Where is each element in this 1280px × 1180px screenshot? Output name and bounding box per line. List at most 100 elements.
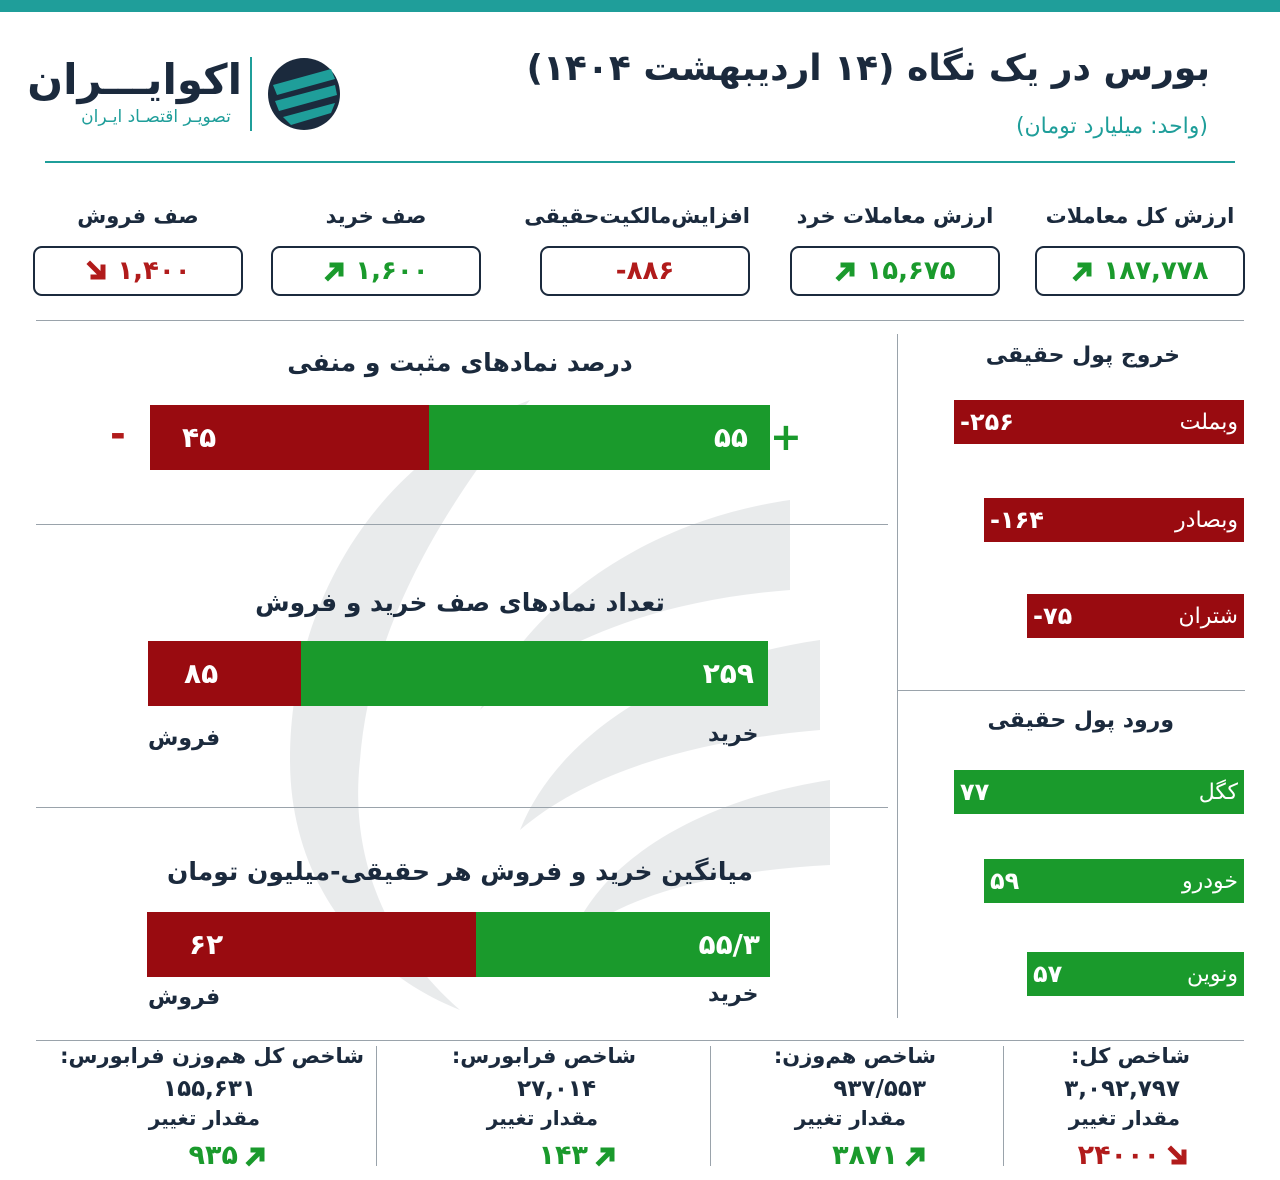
index-equal-weight: شاخص هم‌وزن: ۹۳۷/۵۵۳ مقدار تغییر ۳۸۷۱ bbox=[720, 1040, 936, 1180]
outflow-symbol: وبصادر bbox=[1175, 507, 1238, 533]
stat-box: -۸۸۶ bbox=[540, 246, 750, 296]
outflow-value: -۱۶۴ bbox=[990, 506, 1044, 534]
buy-label: خرید bbox=[708, 982, 759, 1007]
index-change-value: ۱۴۳ bbox=[538, 1140, 588, 1171]
sell-queue-count: ۸۵ bbox=[184, 657, 219, 690]
stat-box: ۱,۴۰۰ bbox=[33, 246, 243, 296]
index-farabourse: شاخص فرابورس: ۲۷,۰۱۴ مقدار تغییر ۱۴۳ bbox=[400, 1040, 636, 1180]
index-farabourse-equal-weight: شاخص کل هم‌وزن فرابورس: ۱۵۵,۶۳۱ مقدار تغ… bbox=[60, 1040, 364, 1180]
sell-label: فروش bbox=[148, 726, 221, 751]
inflow-value: ۵۷ bbox=[1033, 960, 1063, 988]
section-title-avg: میانگین خرید و فروش هر حقیقی-میلیون توما… bbox=[167, 857, 753, 886]
top-accent-bar bbox=[0, 0, 1280, 12]
stat-box: ۱,۶۰۰ bbox=[271, 246, 481, 296]
divider bbox=[36, 320, 1244, 321]
divider bbox=[36, 524, 888, 525]
divider bbox=[1003, 1046, 1004, 1166]
stat-value: ۱۵,۶۷۵ bbox=[866, 256, 956, 286]
outflow-item: -۱۶۴ وبصادر bbox=[984, 498, 1244, 542]
index-value: ۱۵۵,۶۳۱ bbox=[163, 1076, 256, 1102]
divider bbox=[36, 1040, 1244, 1041]
arrow-up-icon bbox=[245, 1146, 265, 1167]
index-change: ۳۸۷۱ bbox=[832, 1140, 928, 1171]
pos-neg-bar: ۴۵ ۵۵ bbox=[150, 405, 770, 470]
stat-value: -۸۸۶ bbox=[615, 256, 675, 286]
inflow-item: ۵۹ خودرو bbox=[984, 859, 1244, 903]
index-change: ۲۴۰۰۰ bbox=[1078, 1140, 1190, 1171]
logo-separator bbox=[250, 57, 252, 131]
positive-segment: ۵۵ bbox=[429, 405, 770, 470]
arrow-up-icon bbox=[324, 262, 344, 282]
plus-sign: + bbox=[770, 415, 802, 459]
unit-note: (واحد: میلیارد تومان) bbox=[1015, 114, 1208, 139]
index-total: شاخص کل: ۳,۰۹۲,۷۹۷ مقدار تغییر ۲۴۰۰۰ bbox=[1010, 1040, 1190, 1180]
stat-value: ۱,۴۰۰ bbox=[117, 256, 191, 286]
inflow-item: ۵۷ ونوین bbox=[1027, 952, 1244, 996]
stat-ownership-change: افزایش‌مالکیت‌حقیقی -۸۸۶ bbox=[524, 200, 750, 300]
buy-segment: ۲۵۹ bbox=[301, 641, 768, 706]
divider bbox=[897, 334, 898, 1018]
index-value: ۳,۰۹۲,۷۹۷ bbox=[1064, 1076, 1180, 1102]
stat-label: ارزش کل معاملات bbox=[1045, 204, 1235, 228]
avg-bar: ۶۲ ۵۵/۳ bbox=[147, 912, 770, 977]
logo-name: اکوایـــران bbox=[27, 55, 242, 104]
stat-value: ۱۸۷,۷۷۸ bbox=[1103, 256, 1209, 286]
stat-total-value: ارزش کل معاملات ۱۸۷,۷۷۸ bbox=[1035, 200, 1245, 300]
index-title: شاخص هم‌وزن: bbox=[773, 1044, 936, 1068]
inflow-symbol: کگل bbox=[1198, 779, 1238, 805]
index-title: شاخص کل هم‌وزن فرابورس: bbox=[60, 1044, 364, 1068]
stat-box: ۱۸۷,۷۷۸ bbox=[1035, 246, 1245, 296]
index-change-value: ۲۴۰۰۰ bbox=[1077, 1140, 1160, 1171]
outflow-symbol: شتران bbox=[1178, 603, 1238, 629]
avg-buy-value: ۵۵/۳ bbox=[698, 928, 760, 961]
stat-box: ۱۵,۶۷۵ bbox=[790, 246, 1000, 296]
page-title: بورس در یک نگاه (۱۴ اردیبهشت ۱۴۰۴) bbox=[526, 48, 1211, 89]
section-title-pos-neg: درصد نمادهای مثبت و منفی bbox=[287, 348, 633, 377]
buy-segment: ۵۵/۳ bbox=[476, 912, 770, 977]
arrow-up-icon bbox=[835, 262, 855, 282]
buy-queue-count: ۲۵۹ bbox=[702, 657, 754, 690]
logo-tagline: تصویـر اقتصـاد ایـران bbox=[81, 107, 231, 127]
buy-label: خرید bbox=[708, 722, 759, 747]
inflow-item: ۷۷ کگل bbox=[954, 770, 1244, 814]
outflow-value: -۲۵۶ bbox=[960, 408, 1014, 436]
stat-label: صف خرید bbox=[325, 204, 427, 228]
stat-buy-queue: صف خرید ۱,۶۰۰ bbox=[271, 200, 481, 300]
positive-value: ۵۵ bbox=[713, 421, 748, 454]
outflow-item: -۷۵ شتران bbox=[1027, 594, 1244, 638]
sell-segment: ۸۵ bbox=[148, 641, 302, 706]
header-divider bbox=[45, 161, 1235, 163]
index-value: ۹۳۷/۵۵۳ bbox=[833, 1076, 926, 1102]
stat-label: ارزش معاملات خرد bbox=[796, 204, 994, 228]
logo-mark-icon bbox=[268, 58, 340, 130]
stat-value: ۱,۶۰۰ bbox=[355, 256, 429, 286]
avg-sell-value: ۶۲ bbox=[189, 928, 224, 961]
divider bbox=[710, 1046, 711, 1166]
inflow-symbol: خودرو bbox=[1181, 868, 1238, 894]
section-title-queues: تعداد نمادهای صف خرید و فروش bbox=[255, 588, 665, 617]
arrow-up-icon bbox=[595, 1146, 615, 1167]
inflow-symbol: ونوین bbox=[1187, 961, 1238, 987]
minus-sign: - bbox=[110, 412, 126, 456]
negative-value: ۴۵ bbox=[182, 421, 217, 454]
sell-segment: ۶۲ bbox=[147, 912, 477, 977]
index-change-label: مقدار تغییر bbox=[794, 1106, 906, 1130]
arrow-down-icon bbox=[86, 260, 106, 280]
inflow-value: ۷۷ bbox=[960, 778, 990, 806]
sell-label: فروش bbox=[148, 985, 221, 1010]
outflow-title: خروج پول حقیقی bbox=[985, 343, 1180, 368]
outflow-symbol: وبملت bbox=[1179, 409, 1238, 435]
inflow-title: ورود پول حقیقی bbox=[987, 708, 1174, 733]
queues-bar: ۸۵ ۲۵۹ bbox=[148, 641, 768, 706]
index-title: شاخص فرابورس: bbox=[451, 1044, 636, 1068]
stat-retail-value: ارزش معاملات خرد ۱۵,۶۷۵ bbox=[790, 200, 1000, 300]
index-change: ۱۴۳ bbox=[539, 1140, 618, 1171]
index-change-value: ۹۳۵ bbox=[188, 1140, 238, 1171]
index-value: ۲۷,۰۱۴ bbox=[517, 1076, 596, 1102]
stat-label: صف فروش bbox=[77, 204, 199, 228]
brand-logo: اکوایـــران تصویـر اقتصـاد ایـران bbox=[27, 55, 360, 135]
inflow-value: ۵۹ bbox=[990, 867, 1020, 895]
arrow-up-icon bbox=[1072, 262, 1092, 282]
index-change-value: ۳۸۷۱ bbox=[832, 1140, 898, 1171]
arrow-down-icon bbox=[1167, 1144, 1187, 1165]
